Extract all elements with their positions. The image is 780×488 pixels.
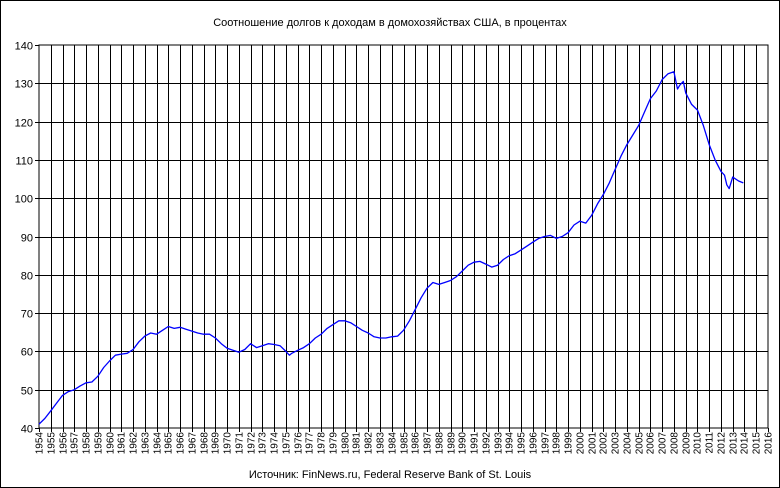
y-tick-label: 130	[15, 79, 33, 91]
x-tick-label: 1995	[517, 432, 528, 455]
x-tick-label: 1994	[505, 432, 516, 455]
x-tick-label: 1969	[211, 432, 222, 455]
x-tick-label: 1982	[364, 432, 375, 455]
x-tick-label: 1992	[482, 432, 493, 455]
y-tick-label: 90	[21, 233, 33, 245]
y-tick-label: 70	[21, 309, 33, 321]
x-tick-label: 1961	[117, 432, 128, 455]
x-tick-label: 1959	[94, 432, 105, 455]
x-tick-label: 1960	[106, 432, 117, 455]
y-tick-label: 80	[21, 271, 33, 283]
y-tick-label: 140	[15, 41, 33, 53]
y-tick-label: 50	[21, 386, 33, 398]
x-tick-label: 1978	[317, 432, 328, 455]
x-tick-label: 1964	[153, 432, 164, 455]
x-tick-label: 2012	[717, 432, 728, 455]
x-tick-label: 1970	[223, 432, 234, 455]
x-tick-label: 1966	[176, 432, 187, 455]
x-tick-label: 1954	[35, 432, 46, 455]
x-tick-label: 2007	[658, 432, 669, 455]
x-tick-label: 1997	[541, 432, 552, 455]
x-tick-label: 1977	[305, 432, 316, 455]
x-tick-label: 1999	[564, 432, 575, 455]
x-tick-label: 2016	[764, 432, 775, 455]
x-tick-label: 2005	[635, 432, 646, 455]
y-tick-label: 110	[15, 156, 33, 168]
x-tick-label: 1973	[258, 432, 269, 455]
x-tick-label: 2004	[623, 432, 634, 455]
x-tick-label: 1986	[411, 432, 422, 455]
y-tick-label: 40	[21, 424, 33, 436]
x-tick-label: 1965	[164, 432, 175, 455]
x-tick-label: 2006	[646, 432, 657, 455]
x-tick-label: 1974	[270, 432, 281, 455]
x-tick-label: 1975	[282, 432, 293, 455]
y-tick-label: 100	[15, 194, 33, 206]
x-tick-label: 1985	[400, 432, 411, 455]
x-tick-label: 1993	[494, 432, 505, 455]
x-tick-label: 1996	[529, 432, 540, 455]
x-tick-label: 2002	[599, 432, 610, 455]
x-tick-label: 2008	[670, 432, 681, 455]
plot-area	[38, 44, 769, 429]
x-tick-label: 2015	[752, 432, 763, 455]
x-tick-label: 1989	[447, 432, 458, 455]
x-tick-label: 1963	[141, 432, 152, 455]
x-tick-label: 1998	[552, 432, 563, 455]
x-tick-label: 1979	[329, 432, 340, 455]
x-tick-label: 1972	[247, 432, 258, 455]
x-tick-label: 2013	[729, 432, 740, 455]
x-tick-label: 2011	[705, 432, 716, 454]
x-tick-label: 1976	[294, 432, 305, 455]
x-tick-label: 1990	[458, 432, 469, 455]
x-tick-label: 1981	[352, 432, 363, 455]
x-tick-label: 1987	[423, 432, 434, 455]
x-tick-label: 1983	[376, 432, 387, 455]
x-tick-label: 1980	[341, 432, 352, 455]
x-tick-label: 1967	[188, 432, 199, 455]
x-tick-label: 2009	[682, 432, 693, 455]
x-tick-label: 1984	[388, 432, 399, 455]
x-tick-label: 1955	[47, 432, 58, 455]
x-tick-label: 1962	[129, 432, 140, 455]
chart-title: Соотношение долгов к доходам в домохозяй…	[213, 17, 567, 29]
x-tick-label: 2000	[576, 432, 587, 455]
x-tick-label: 1991	[470, 432, 481, 455]
x-tick-label: 2003	[611, 432, 622, 455]
x-tick-label: 1956	[59, 432, 70, 455]
x-tick-label: 1958	[82, 432, 93, 455]
x-tick-label: 1957	[70, 432, 81, 455]
x-tick-label: 1968	[200, 432, 211, 455]
x-tick-label: 1988	[435, 432, 446, 455]
x-tick-label: 2014	[740, 432, 751, 455]
x-tick-label: 2010	[693, 432, 704, 455]
y-tick-label: 120	[15, 118, 33, 130]
x-tick-label: 1971	[235, 432, 246, 455]
source-caption: Источник: FinNews.ru, Federal Reserve Ba…	[248, 469, 532, 481]
x-tick-label: 2001	[588, 432, 599, 455]
y-tick-label: 60	[21, 347, 33, 359]
series-line	[38, 71, 744, 425]
